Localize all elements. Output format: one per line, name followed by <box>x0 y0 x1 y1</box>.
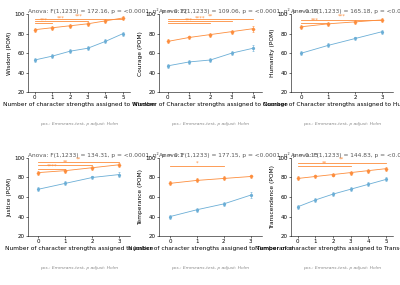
Y-axis label: Temperance (POM): Temperance (POM) <box>138 169 144 225</box>
Text: ***: *** <box>75 13 83 18</box>
X-axis label: Number of character strengths assigned to Transcendence: Number of character strengths assigned t… <box>255 246 400 251</box>
Text: ***: *** <box>311 18 319 23</box>
X-axis label: Number of character strengths assigned to Temperance: Number of character strengths assigned t… <box>128 246 293 251</box>
Y-axis label: Wisdom (POM): Wisdom (POM) <box>7 31 12 75</box>
Text: Anova: F(1,1233) = 165.18, p = <0.0001, η²_p = 0.13: Anova: F(1,1233) = 165.18, p = <0.0001, … <box>291 7 400 14</box>
Text: Anova: F(1,1233) = 134.31, p = <0.0001, η²_p = 0.1: Anova: F(1,1233) = 134.31, p = <0.0001, … <box>28 151 183 158</box>
X-axis label: Number of character strengths assigned to Justice: Number of character strengths assigned t… <box>5 246 153 251</box>
X-axis label: Number of Character strengths assigned to Courage: Number of Character strengths assigned t… <box>133 102 288 107</box>
Text: ***: *** <box>57 15 65 21</box>
Text: Anova: F(1,1233) = 172.16, p = <0.0001, η²_p = 0.12: Anova: F(1,1233) = 172.16, p = <0.0001, … <box>28 7 187 14</box>
Text: **: ** <box>339 157 344 162</box>
Text: **: ** <box>76 156 82 161</box>
Y-axis label: Courage (POM): Courage (POM) <box>138 31 144 76</box>
Text: Anova: F(1,1233) = 177.15, p = <0.0001, η²_p = 0.13: Anova: F(1,1233) = 177.15, p = <0.0001, … <box>159 151 318 158</box>
X-axis label: Number of Character strengths assigned to Humanity: Number of Character strengths assigned t… <box>263 102 400 107</box>
X-axis label: Number of character strengths assigned to Wisdom: Number of character strengths assigned t… <box>3 102 155 107</box>
Text: *: * <box>196 160 198 165</box>
Text: pos.: Emmeans-test, p adjust: Holm: pos.: Emmeans-test, p adjust: Holm <box>171 122 250 126</box>
Text: Anova: F(1,1233) = 109.06, p = <0.0001, η²_p = 0.12: Anova: F(1,1233) = 109.06, p = <0.0001, … <box>159 7 318 14</box>
Text: ***: *** <box>338 14 346 19</box>
Text: pos.: Emmeans-test, p adjust: Holm: pos.: Emmeans-test, p adjust: Holm <box>40 122 118 126</box>
Y-axis label: Justice (POM): Justice (POM) <box>7 177 12 217</box>
Text: **: ** <box>63 159 68 164</box>
Text: ***: *** <box>40 18 48 23</box>
Text: Anova: F(1,1233) = 144.83, p = <0.0001, η²_p = 0.1: Anova: F(1,1233) = 144.83, p = <0.0001, … <box>291 151 400 158</box>
Text: ****: **** <box>47 163 57 168</box>
Text: pos.: Emmeans-test, p adjust: Holm: pos.: Emmeans-test, p adjust: Holm <box>171 266 250 270</box>
Text: **: ** <box>208 13 213 18</box>
Y-axis label: Transcendence (POM): Transcendence (POM) <box>270 165 275 229</box>
Text: pos.: Emmeans-test, p adjust: Holm: pos.: Emmeans-test, p adjust: Holm <box>303 266 381 270</box>
Y-axis label: Humanity (POM): Humanity (POM) <box>270 29 275 78</box>
Text: **: ** <box>322 160 327 165</box>
Text: pos.: Emmeans-test, p adjust: Holm: pos.: Emmeans-test, p adjust: Holm <box>303 122 381 126</box>
Text: ***: *** <box>185 18 193 23</box>
Text: pos.: Emmeans-test, p adjust: Holm: pos.: Emmeans-test, p adjust: Holm <box>40 266 118 270</box>
Text: ****: **** <box>194 15 205 21</box>
